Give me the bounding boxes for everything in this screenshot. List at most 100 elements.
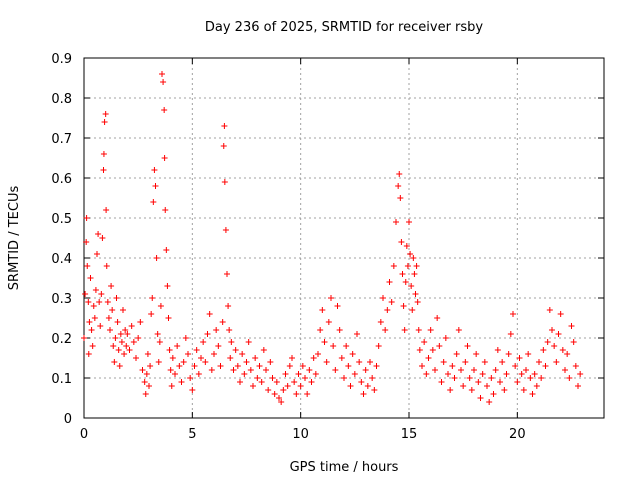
y-tick-label: 0.2 [51, 332, 72, 347]
y-axis-label: SRMTID / TECUs [7, 186, 22, 291]
data-point [332, 367, 339, 373]
data-point [83, 239, 90, 245]
data-point [97, 323, 104, 329]
data-point [343, 343, 350, 349]
data-point [438, 379, 445, 385]
data-point [299, 363, 306, 369]
data-point [176, 363, 183, 369]
data-point [499, 359, 506, 365]
data-point [412, 291, 419, 297]
data-point [512, 363, 519, 369]
data-point [121, 351, 128, 357]
data-point [115, 347, 122, 353]
data-point [408, 283, 415, 289]
data-point [396, 171, 403, 177]
data-point [221, 123, 228, 129]
data-point [256, 363, 263, 369]
data-point [395, 183, 402, 189]
data-point [286, 363, 293, 369]
data-point [403, 243, 410, 249]
data-point [447, 387, 454, 393]
data-point [98, 291, 105, 297]
data-point [468, 387, 475, 393]
data-point [436, 343, 443, 349]
data-point [157, 303, 164, 309]
data-point [160, 79, 167, 85]
data-point [245, 339, 252, 345]
data-point [151, 167, 158, 173]
data-point [349, 351, 356, 357]
data-point [94, 251, 100, 257]
data-point [195, 371, 202, 377]
data-point [168, 383, 175, 389]
data-point [146, 383, 152, 389]
data-point [156, 339, 163, 345]
data-point [152, 183, 159, 189]
data-point [367, 359, 373, 365]
data-point [139, 367, 146, 373]
data-point [154, 331, 161, 337]
data-point [471, 367, 477, 373]
y-tick-label: 0.1 [51, 372, 72, 387]
data-point [507, 331, 514, 337]
data-point [114, 319, 121, 325]
data-point [494, 347, 501, 353]
data-point [421, 339, 428, 345]
data-point [169, 355, 176, 361]
data-point [149, 295, 156, 301]
data-point [291, 379, 298, 385]
data-point [460, 383, 467, 389]
data-point [148, 311, 155, 317]
data-point [117, 331, 124, 337]
data-point [172, 371, 178, 377]
data-point [308, 379, 315, 385]
data-point [241, 371, 248, 377]
data-point [544, 339, 551, 345]
data-point [562, 367, 568, 373]
data-point [568, 323, 575, 329]
data-point [551, 343, 558, 349]
data-point [566, 375, 573, 381]
data-point [399, 271, 406, 277]
data-point [398, 239, 405, 245]
data-point [282, 371, 289, 377]
data-point [162, 207, 169, 213]
data-point [92, 287, 99, 293]
data-point [427, 327, 434, 333]
data-point [302, 375, 308, 381]
data-point [497, 379, 503, 385]
data-point [536, 359, 542, 365]
data-point [222, 227, 229, 233]
data-point [161, 107, 168, 113]
y-tick-label: 0.5 [51, 212, 72, 227]
data-point [102, 111, 109, 117]
data-point [464, 343, 471, 349]
data-point [527, 375, 534, 381]
chart-title: Day 236 of 2025, SRMTID for receiver rsb… [205, 20, 484, 35]
data-point [518, 371, 525, 377]
data-point [323, 359, 330, 365]
data-point [393, 219, 399, 225]
data-point [265, 387, 272, 393]
data-point [95, 231, 102, 237]
data-point [107, 327, 113, 333]
data-point [390, 263, 397, 269]
data-point [113, 295, 120, 301]
data-point [226, 327, 233, 333]
data-point [237, 379, 243, 385]
data-point [338, 355, 345, 361]
data-point [477, 395, 484, 401]
data-point [100, 167, 107, 173]
data-point [143, 371, 150, 377]
data-point [116, 363, 123, 369]
data-point [406, 219, 412, 225]
data-point [91, 315, 98, 321]
grid [84, 58, 604, 418]
data-point [356, 359, 363, 365]
data-point [243, 359, 250, 365]
data-point [473, 351, 480, 357]
data-point [328, 295, 334, 301]
data-point [505, 351, 512, 357]
data-point [124, 331, 131, 337]
data-point [297, 383, 304, 389]
